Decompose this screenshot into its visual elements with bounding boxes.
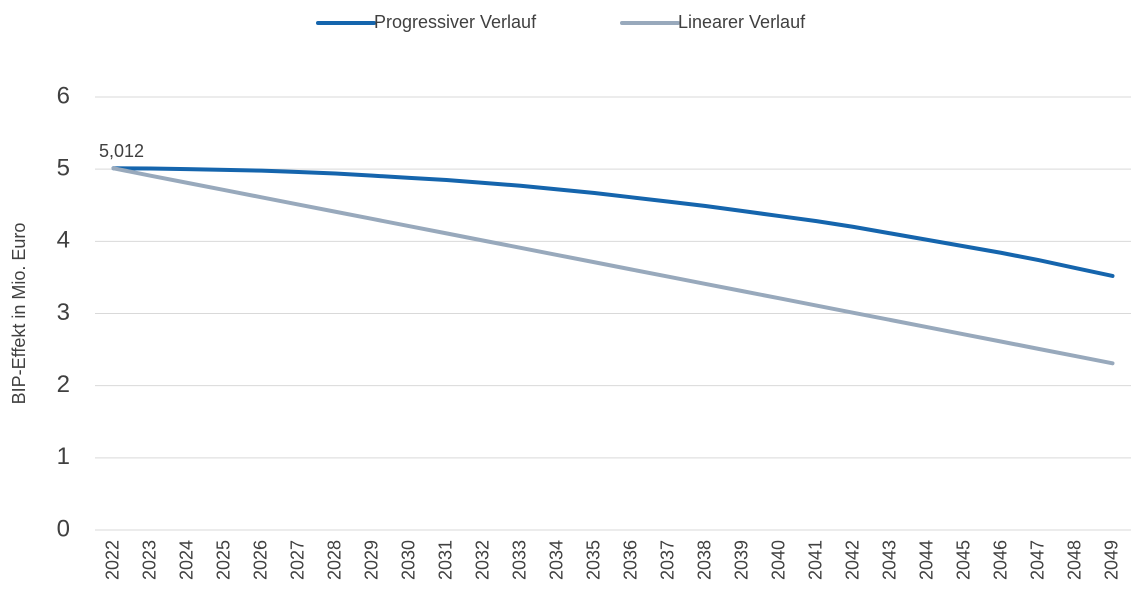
y-tick-label: 6 <box>57 82 70 109</box>
x-tick-label: 2031 <box>435 540 455 580</box>
y-tick-label: 0 <box>57 515 70 542</box>
x-tick-label: 2047 <box>1027 540 1047 580</box>
x-tick-label: 2032 <box>472 540 492 580</box>
x-tick-label: 2048 <box>1064 540 1084 580</box>
y-tick-label: 4 <box>57 227 70 254</box>
legend-label: Linearer Verlauf <box>678 12 806 32</box>
x-tick-label: 2042 <box>842 540 862 580</box>
x-tick-label: 2038 <box>694 540 714 580</box>
line-series <box>111 166 1115 278</box>
x-tick-label: 2028 <box>324 540 344 580</box>
y-tick-label: 3 <box>57 299 70 326</box>
x-tick-label: 2022 <box>102 540 122 580</box>
data-label: 5,012 <box>99 141 144 161</box>
x-tick-label: 2023 <box>139 540 159 580</box>
x-tick-label: 2037 <box>657 540 677 580</box>
x-tick-label: 2049 <box>1101 540 1121 580</box>
x-tick-label: 2043 <box>879 540 899 580</box>
x-tick-label: 2046 <box>990 540 1010 580</box>
x-tick-label: 2029 <box>361 540 381 580</box>
x-tick-label: 2039 <box>731 540 751 580</box>
y-tick-label: 1 <box>57 443 70 470</box>
x-tick-label: 2035 <box>583 540 603 580</box>
x-tick-label: 2033 <box>509 540 529 580</box>
legend-label: Progressiver Verlauf <box>374 12 537 32</box>
x-tick-label: 2025 <box>213 540 233 580</box>
x-tick-label: 2026 <box>250 540 270 580</box>
x-tick-label: 2044 <box>916 540 936 580</box>
line-series <box>111 166 1115 366</box>
y-axis-title: BIP-Effekt in Mio. Euro <box>9 223 29 405</box>
x-tick-label: 2030 <box>398 540 418 580</box>
y-tick-label: 2 <box>57 371 70 398</box>
x-tick-label: 2040 <box>768 540 788 580</box>
x-tick-label: 2027 <box>287 540 307 580</box>
x-tick-label: 2041 <box>805 540 825 580</box>
x-tick-label: 2034 <box>546 540 566 580</box>
x-tick-label: 2045 <box>953 540 973 580</box>
x-tick-label: 2036 <box>620 540 640 580</box>
y-tick-label: 5 <box>57 155 70 182</box>
x-tick-label: 2024 <box>176 540 196 580</box>
